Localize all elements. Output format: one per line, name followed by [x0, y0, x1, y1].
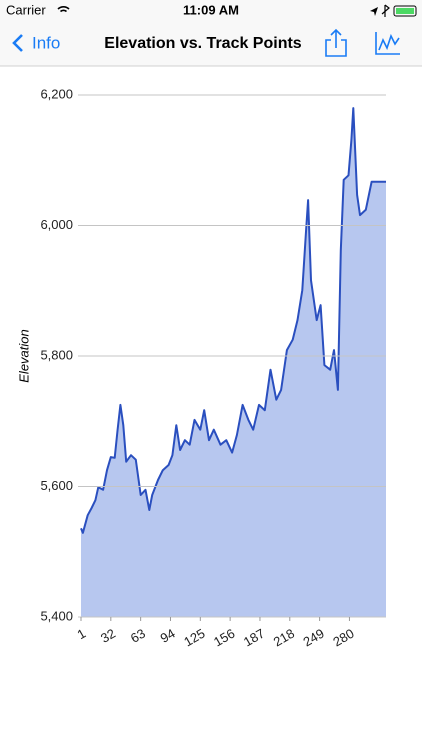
back-button[interactable]: Info [12, 33, 60, 52]
y-axis-label: Elevation [16, 329, 31, 382]
chart-icon [375, 32, 400, 55]
x-tick-label: 125 [181, 626, 207, 650]
share-icon [325, 28, 347, 57]
plot: 5,400 5,600 5,800 6,000 6,200 1 32 63 94 125 156 18… [40, 86, 386, 649]
y-tick-label: 6,200 [40, 86, 73, 101]
y-tick-label: 5,600 [40, 478, 73, 493]
y-tick-label: 5,800 [40, 347, 73, 362]
y-tick-label: 5,400 [40, 608, 73, 623]
x-tick-label: 94 [158, 626, 178, 646]
carrier: Carrier [6, 2, 46, 17]
clock: 11:09 AM [183, 2, 239, 17]
battery-outline [393, 5, 417, 17]
x-tick-label: 1 [74, 626, 88, 643]
x-tick-label: 32 [98, 626, 118, 646]
bluetooth-icon [381, 4, 390, 17]
share-button[interactable] [325, 28, 347, 57]
chart-button[interactable] [375, 32, 400, 55]
x-tick-label: 280 [330, 626, 356, 650]
area-line [80, 107, 386, 534]
wifi-icon [57, 6, 70, 13]
back-label: Info [32, 33, 60, 52]
battery-level [396, 8, 414, 14]
header-bg [0, 0, 422, 66]
x-tick-label: 63 [128, 626, 148, 646]
x-tick-label: 249 [301, 626, 327, 650]
x-tick-label: 156 [211, 626, 237, 650]
x-tick-label: 187 [241, 626, 267, 650]
nav-title: Elevation vs. Track Points [104, 35, 302, 52]
back-chevron [12, 34, 23, 52]
x-tick-label: 218 [271, 626, 297, 650]
y-tick-label: 6,000 [40, 217, 73, 232]
location-icon [370, 7, 378, 16]
area-fill [81, 108, 386, 617]
